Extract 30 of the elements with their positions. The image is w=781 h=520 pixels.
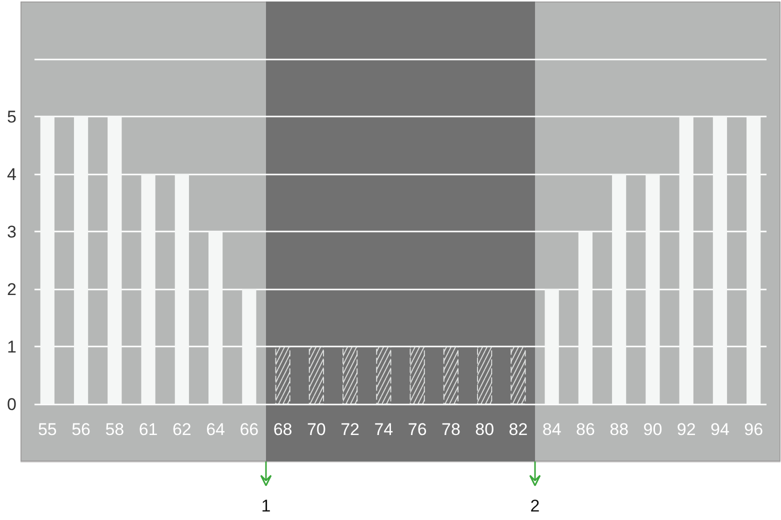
x-tick-label: 66 (240, 420, 259, 439)
x-tick-label: 82 (508, 420, 528, 439)
x-tick-label: 76 (408, 420, 427, 439)
y-tick-label: 5 (7, 108, 17, 126)
x-tick-label: 58 (105, 420, 124, 439)
text: 2 (530, 496, 540, 516)
x-tick-label: 92 (676, 420, 696, 439)
x-tick-label: 70 (306, 420, 326, 439)
x-tick-label: 84 (542, 420, 562, 439)
x-tick-label: 78 (441, 420, 460, 439)
x-tick-label: 72 (340, 420, 360, 439)
x-tick-label: 61 (138, 420, 158, 439)
x-tick-label: 96 (744, 420, 764, 439)
x-tick-label: 62 (172, 420, 192, 439)
y-tick-label: 4 (7, 165, 17, 184)
x-tick-label: 68 (273, 420, 292, 439)
text: 1 (261, 496, 271, 516)
x-tick-label: 74 (374, 420, 394, 439)
x-tick-label: 94 (710, 420, 730, 439)
x-tick-label: 55 (38, 420, 57, 439)
x-tick-label: 88 (610, 420, 629, 439)
y-tick-label: 0 (7, 395, 17, 414)
x-tick-label: 64 (206, 420, 226, 439)
y-tick-label: 1 (7, 338, 17, 356)
x-tick-label: 80 (475, 420, 494, 439)
x-tick-label: 86 (576, 420, 595, 439)
x-tick-label: 56 (72, 420, 90, 439)
x-tick-label: 90 (643, 420, 662, 439)
y-tick-label: 2 (7, 280, 17, 299)
y-tick-label: 3 (7, 222, 17, 242)
